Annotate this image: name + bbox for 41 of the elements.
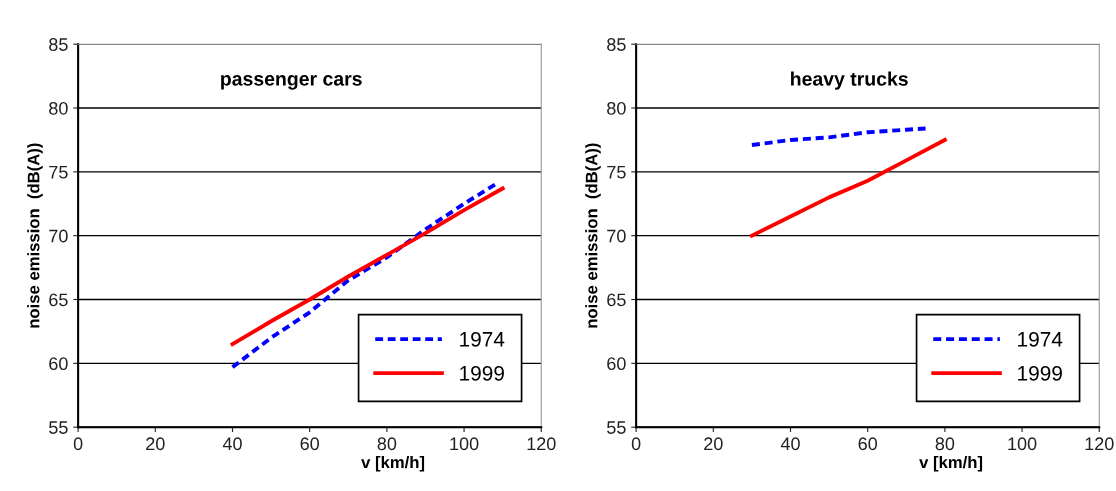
x-tick-label: 0 — [631, 437, 641, 451]
x-tick-label: 100 — [1008, 437, 1037, 451]
x-tick-label: 120 — [527, 437, 556, 451]
line-series — [749, 137, 947, 238]
y-tick-label: 60 — [49, 357, 68, 371]
x-tick-label: 20 — [704, 437, 723, 451]
line-series — [230, 186, 505, 347]
y-tick-label: 80 — [607, 101, 626, 115]
x-tick-label: 40 — [222, 437, 242, 451]
y-tick-label: 85 — [49, 38, 68, 51]
x-axis-title: v [km/h] — [361, 455, 425, 472]
legend-label: 1974 — [1018, 331, 1063, 347]
x-tick-label: 100 — [450, 437, 479, 451]
y-tick-label: 75 — [49, 165, 68, 179]
y-axis-title: noise emission (dB(A)) — [585, 143, 601, 328]
y-tick-label: 80 — [49, 101, 68, 115]
x-tick-label: 20 — [146, 437, 165, 451]
y-tick-label: 55 — [49, 421, 68, 434]
y-tick-label: 65 — [607, 293, 626, 307]
text: heavy trucks — [791, 71, 908, 90]
x-tick-label: 80 — [377, 437, 397, 451]
x-tick-label: 40 — [780, 437, 800, 451]
y-tick-label: 75 — [607, 165, 626, 179]
legend-label: 1999 — [1018, 365, 1062, 381]
y-axis-title: noise emission (dB(A)) — [27, 143, 43, 328]
x-tick-label: 80 — [935, 437, 955, 451]
legend-label: 1974 — [460, 331, 505, 347]
x-tick-label: 60 — [300, 437, 320, 451]
y-tick-label: 65 — [49, 293, 68, 307]
y-tick-label: 55 — [607, 421, 626, 434]
y-tick-label: 70 — [49, 229, 68, 243]
text: passenger cars — [221, 75, 362, 90]
x-tick-label: 0 — [73, 437, 83, 451]
line-series — [749, 126, 928, 147]
x-axis-title: v [km/h] — [919, 455, 983, 472]
y-tick-label: 85 — [607, 38, 626, 51]
y-tick-label: 70 — [607, 229, 626, 243]
y-tick-label: 60 — [607, 357, 626, 371]
x-tick-label: 60 — [858, 437, 878, 451]
legend-label: 1999 — [460, 365, 504, 381]
x-tick-label: 120 — [1085, 437, 1114, 451]
